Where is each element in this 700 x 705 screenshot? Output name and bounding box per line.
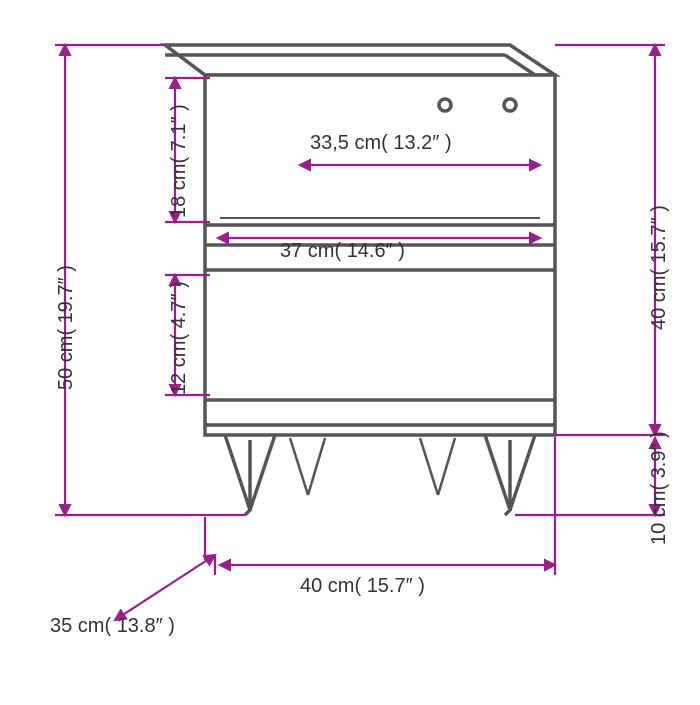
leg-right (485, 435, 535, 515)
dim-upper-opening: 18 cm( 7.1″ ) (168, 104, 191, 218)
furniture-outline (165, 45, 555, 515)
dim-shelf-width: 37 cm( 14.6″ ) (280, 240, 405, 263)
dim-leg-height: 10 cm( 3.9″ ) (648, 431, 671, 545)
dim-total-height: 50 cm( 19.7″ ) (55, 265, 78, 390)
dim-body-height: 40 cm( 15.7″ ) (648, 205, 671, 330)
dim-depth: 35 cm( 13.8″ ) (50, 615, 175, 638)
leg-back-left (290, 438, 325, 495)
dim-total-width: 40 cm( 15.7″ ) (300, 575, 425, 598)
dim-shelf-depth: 33,5 cm( 13.2″ ) (310, 132, 452, 155)
leg-back-right (420, 438, 455, 495)
leg-left (225, 435, 275, 515)
diagram-canvas: 50 cm( 19.7″ ) 18 cm( 7.1″ ) 12 cm( 4.7″… (0, 0, 700, 700)
dim-drawer-height: 12 cm( 4.7″ ) (168, 281, 191, 395)
